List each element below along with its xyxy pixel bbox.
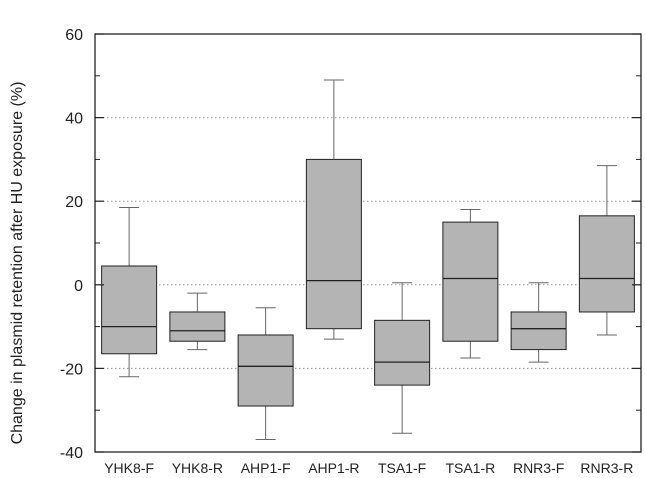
plot-frame [94,33,642,453]
box-iqr [578,215,635,313]
box-yhk8-f [101,206,158,378]
box-iqr [510,311,567,351]
x-category-label-6: RNR3-F [513,460,564,476]
y-tick-label-3: 20 [65,194,83,211]
grid-lines [95,117,641,369]
box-iqr [237,334,294,407]
box-iqr [169,311,226,342]
x-category-label-4: TSA1-F [378,460,426,476]
boxes [101,79,635,440]
y-tick-label-1: -20 [60,361,83,378]
box-rnr3-f [510,282,567,363]
box-ahp1-f [237,307,294,440]
x-category-label-7: RNR3-R [580,460,633,476]
x-category-label-1: YHK8-R [172,460,223,476]
ticks [95,33,641,453]
x-category-label-3: AHP1-R [308,460,359,476]
box-tsa1-r [442,209,499,359]
box-iqr [442,221,499,342]
y-tick-label-5: 60 [65,27,83,44]
box-yhk8-r [169,292,226,351]
box-iqr [374,319,431,386]
box-rnr3-r [578,165,635,336]
x-category-label-5: TSA1-R [445,460,495,476]
y-tick-label-0: -40 [60,445,83,462]
labels: -40 -20 0 20 40 60 YHK8-F YHK8-R AHP1-F AHP1-R TSA… [60,27,633,476]
x-category-label-0: YHK8-F [104,460,154,476]
y-tick-label-4: 40 [65,111,83,128]
box-iqr [305,158,362,330]
y-axis-title: Change in plasmid retention after HU exp… [9,82,26,445]
box-tsa1-f [374,282,431,434]
y-tick-label-2: 0 [74,278,83,295]
box-iqr [101,265,158,355]
box-ahp1-r [305,79,362,340]
x-category-label-2: AHP1-F [241,460,291,476]
